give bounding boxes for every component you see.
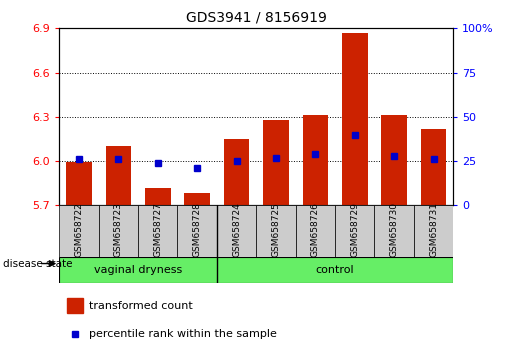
Text: GSM658724: GSM658724: [232, 202, 241, 257]
Bar: [59, 205, 99, 257]
Bar: [381, 115, 407, 205]
Bar: [67, 298, 83, 313]
Bar: [263, 120, 289, 205]
Text: GSM658726: GSM658726: [311, 202, 320, 257]
Text: GSM658723: GSM658723: [114, 202, 123, 257]
Text: GSM658730: GSM658730: [390, 202, 399, 257]
Title: GDS3941 / 8156919: GDS3941 / 8156919: [186, 10, 327, 24]
Text: percentile rank within the sample: percentile rank within the sample: [89, 329, 277, 339]
Text: disease state: disease state: [3, 259, 72, 269]
Bar: [224, 139, 249, 205]
Text: GSM658729: GSM658729: [350, 202, 359, 257]
Text: GSM658725: GSM658725: [271, 202, 280, 257]
Bar: [184, 193, 210, 205]
Text: transformed count: transformed count: [89, 301, 193, 311]
Text: vaginal dryness: vaginal dryness: [94, 265, 182, 275]
Bar: [66, 162, 92, 205]
Text: GSM658728: GSM658728: [193, 202, 201, 257]
Bar: [256, 205, 296, 257]
Text: GSM658731: GSM658731: [429, 202, 438, 257]
Bar: [138, 205, 177, 257]
Bar: [414, 205, 453, 257]
Text: control: control: [316, 265, 354, 275]
Bar: [296, 205, 335, 257]
Bar: [177, 205, 217, 257]
Bar: [106, 145, 131, 205]
Bar: [145, 188, 170, 205]
Bar: [342, 33, 368, 205]
Bar: [302, 115, 328, 205]
Bar: [374, 205, 414, 257]
Text: GSM658727: GSM658727: [153, 202, 162, 257]
Text: GSM658722: GSM658722: [75, 202, 83, 257]
Bar: [217, 205, 256, 257]
Bar: [335, 205, 374, 257]
Bar: [421, 129, 447, 205]
Bar: [99, 205, 138, 257]
